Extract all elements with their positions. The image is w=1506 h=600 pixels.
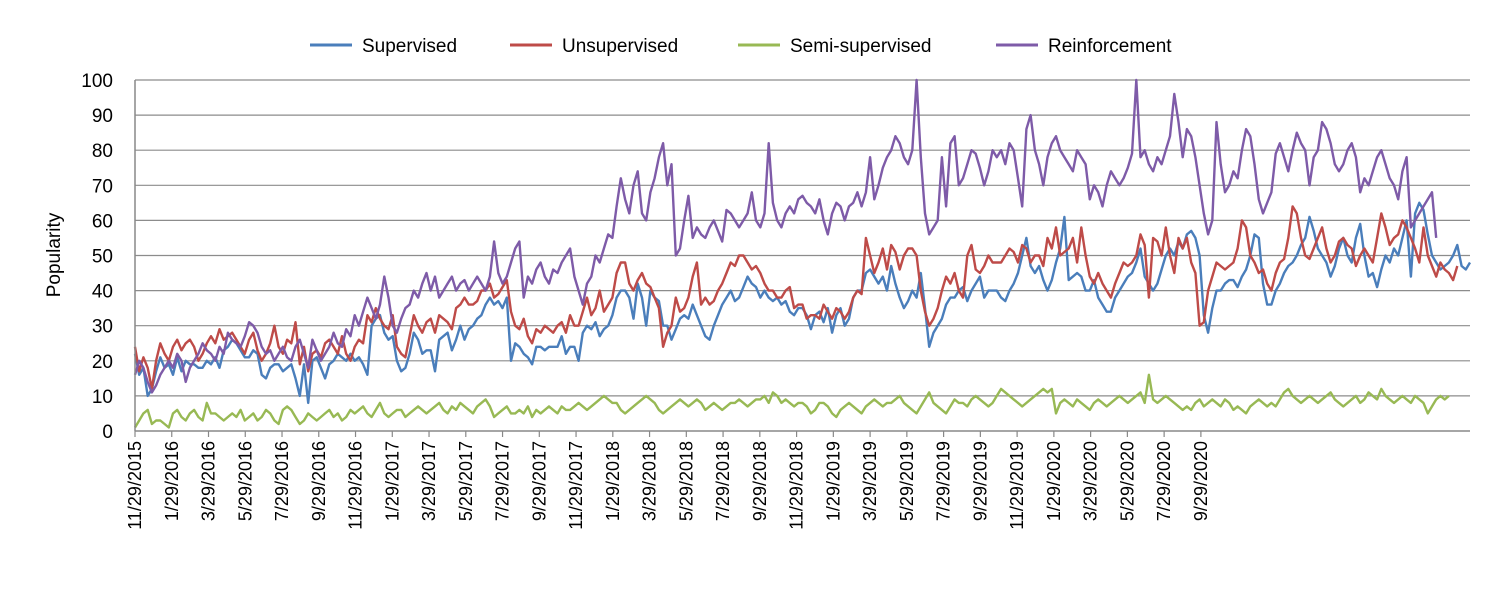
x-tick-label: 3/29/2020 <box>1081 441 1101 521</box>
y-tick-label: 70 <box>92 176 113 197</box>
x-tick-label: 9/29/2017 <box>529 441 549 521</box>
x-tick-label: 3/29/2017 <box>419 441 439 521</box>
x-tick-label: 1/29/2019 <box>823 441 843 521</box>
y-tick-label: 80 <box>92 141 113 162</box>
x-tick-label: 7/29/2018 <box>713 441 733 521</box>
x-tick-label: 7/29/2016 <box>272 441 292 521</box>
x-tick-label: 3/29/2016 <box>199 441 219 521</box>
x-tick-label: 5/29/2020 <box>1117 441 1137 521</box>
x-tick-label: 11/29/2017 <box>566 441 586 530</box>
series-line-supervised <box>133 201 1472 405</box>
x-tick-label: 7/29/2017 <box>493 441 513 521</box>
y-tick-label: 50 <box>92 247 113 268</box>
x-tick-label: 7/29/2020 <box>1154 441 1174 521</box>
x-tick-label: 1/29/2017 <box>382 441 402 521</box>
x-tick-label: 11/29/2016 <box>346 441 366 530</box>
x-tick-label: 11/29/2018 <box>787 441 807 530</box>
legend-label: Reinforcement <box>1048 36 1172 57</box>
y-tick-label: 40 <box>92 282 113 303</box>
legend: Supervised Unsupervised Semi-supervised Rei… <box>310 36 1172 57</box>
x-tick-label: 5/29/2017 <box>456 441 476 521</box>
x-tick-label: 1/29/2016 <box>162 441 182 521</box>
y-tick-label: 0 <box>102 422 113 443</box>
x-tick-label: 5/29/2016 <box>235 441 255 521</box>
series-line-reinforcement <box>133 78 1438 394</box>
x-tick-label: 9/29/2018 <box>750 441 770 521</box>
legend-label: Semi-supervised <box>790 36 932 57</box>
x-tick-label: 1/29/2018 <box>603 441 623 521</box>
x-tick-label: 11/29/2015 <box>125 441 145 530</box>
gridlines <box>135 79 1470 397</box>
x-tick-label: 11/29/2019 <box>1007 441 1027 530</box>
x-tick-label: 5/29/2018 <box>676 441 696 521</box>
x-tick-label: 9/29/2016 <box>309 441 329 521</box>
legend-label: Supervised <box>362 36 457 57</box>
x-tick-label: 7/29/2019 <box>934 441 954 521</box>
x-tick-label: 9/29/2020 <box>1191 441 1211 521</box>
y-axis-ticks: 0 10 20 30 40 50 60 70 80 90 100 <box>81 71 113 443</box>
series-lines <box>133 78 1472 429</box>
series-line-unsupervised <box>133 205 1459 391</box>
x-tick-label: 1/29/2020 <box>1044 441 1064 521</box>
y-tick-label: 10 <box>92 387 113 408</box>
y-axis-label: Popularity <box>44 212 65 297</box>
y-tick-label: 20 <box>92 352 113 373</box>
y-tick-label: 100 <box>81 71 113 92</box>
x-tick-label: 3/29/2018 <box>640 441 660 521</box>
y-tick-label: 90 <box>92 106 113 127</box>
legend-label: Unsupervised <box>562 36 678 57</box>
x-tick-label: 9/29/2019 <box>970 441 990 521</box>
y-tick-label: 30 <box>92 317 113 338</box>
y-tick-label: 60 <box>92 211 113 232</box>
x-axis-ticks: 11/29/2015 1/29/2016 3/29/2016 5/29/2016 7/2… <box>125 431 1211 530</box>
series-line-semi-supervised <box>133 373 1450 429</box>
x-tick-label: 3/29/2019 <box>860 441 880 521</box>
x-tick-label: 5/29/2019 <box>897 441 917 521</box>
